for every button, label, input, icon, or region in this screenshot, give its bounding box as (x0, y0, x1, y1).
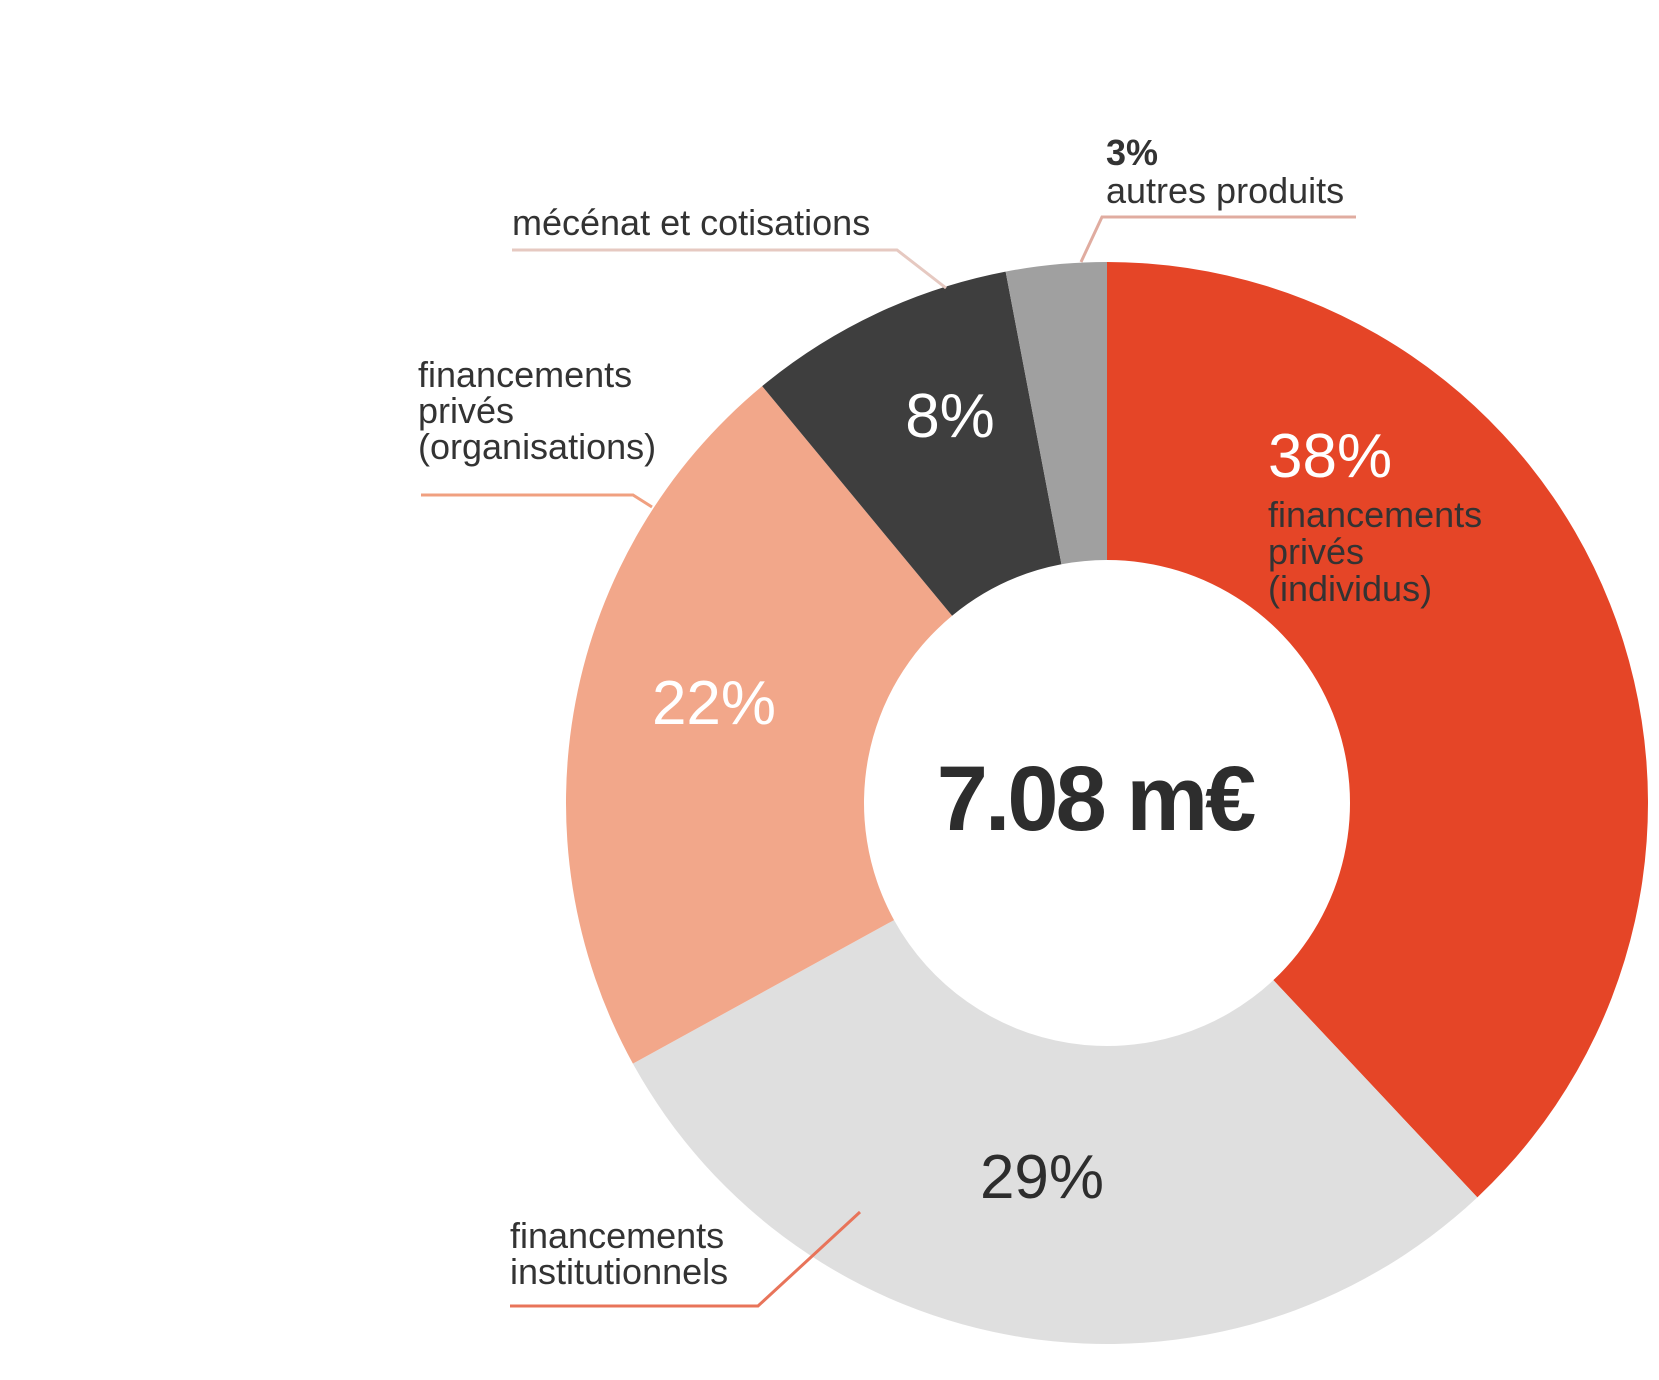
label-individus-line3: (individus) (1268, 568, 1432, 609)
pct-label-institutionnels: 29% (980, 1143, 1104, 1212)
label-mecenat: mécénat et cotisations (512, 202, 870, 243)
slice-individus (1107, 262, 1648, 1198)
total-amount: 7.08 m€ (937, 748, 1255, 850)
label-autres: autres produits (1106, 170, 1344, 211)
slice-organisations (566, 386, 953, 1064)
label-institutionnels-line2: institutionnels (510, 1251, 728, 1292)
label-individus-line2: privés (1268, 531, 1364, 572)
pct-label-individus: 38% (1268, 422, 1392, 491)
leader-line-mecenat (512, 248, 947, 290)
pct-label-organisations: 22% (652, 669, 776, 738)
label-institutionnels-line1: financements (510, 1215, 724, 1256)
pct-label-mecenat: 8% (905, 382, 995, 451)
slice-autres (1005, 262, 1107, 565)
pct-label-autres: 3% (1106, 132, 1158, 173)
leader-line-institutionnels (510, 1210, 862, 1308)
leader-line-organisations (421, 493, 653, 509)
label-individus-line1: financements (1268, 494, 1482, 535)
label-organisations-line3: (organisations) (418, 426, 656, 467)
slice-institutionnels (632, 920, 1478, 1344)
slice-mecenat (762, 271, 1062, 616)
label-organisations-line1: financements (418, 354, 632, 395)
leader-line-autres (1079, 215, 1356, 263)
label-organisations-line2: privés (418, 390, 514, 431)
donut-slices (566, 262, 1648, 1344)
